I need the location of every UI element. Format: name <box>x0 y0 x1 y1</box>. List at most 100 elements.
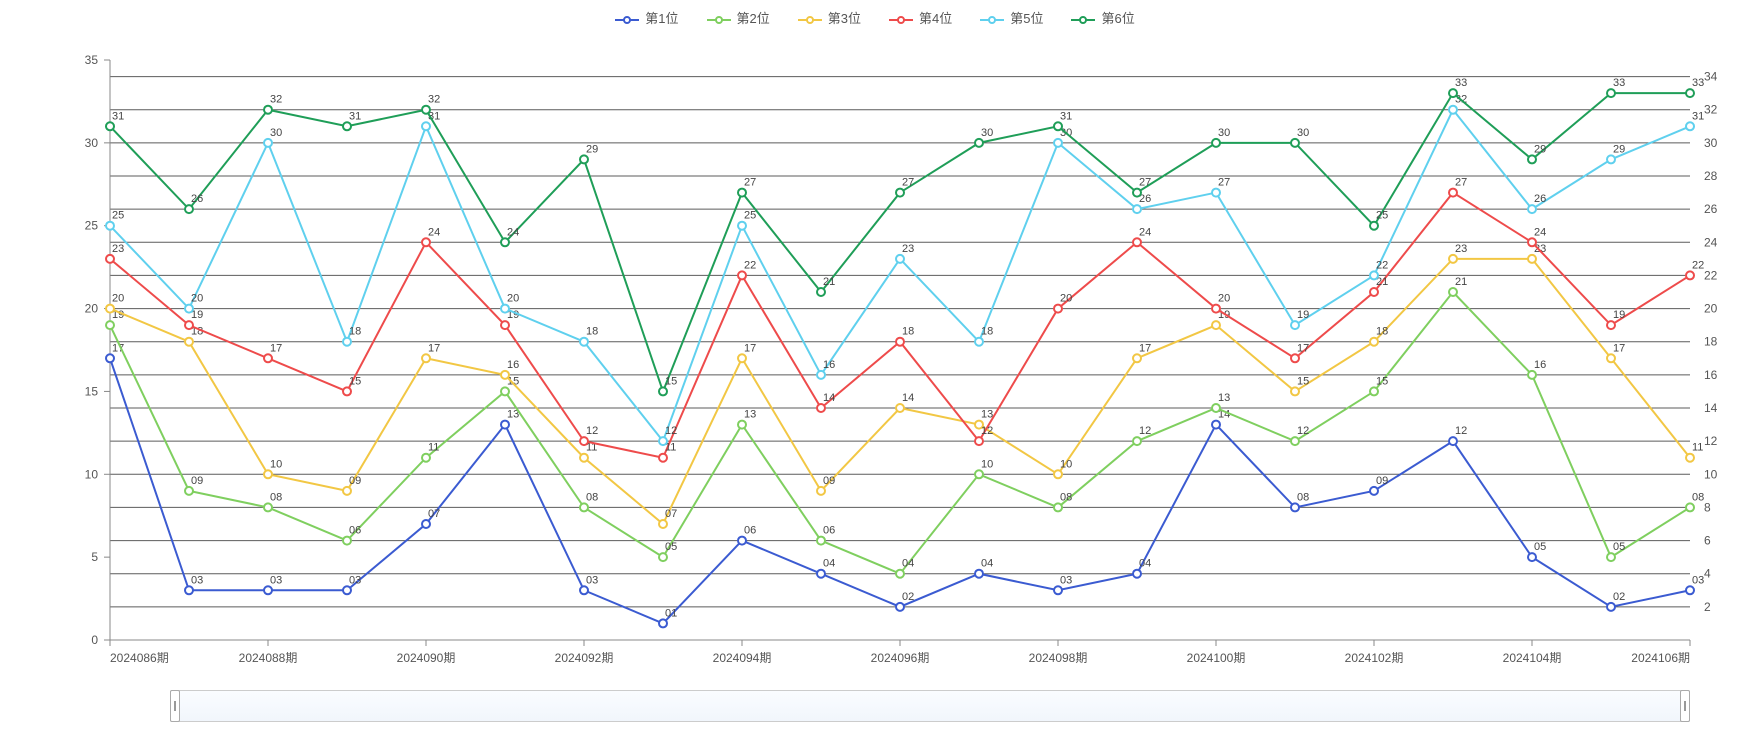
svg-text:23: 23 <box>1455 243 1467 255</box>
svg-text:24: 24 <box>1139 226 1151 238</box>
svg-text:22: 22 <box>1376 259 1388 271</box>
svg-text:30: 30 <box>270 127 282 139</box>
svg-text:34: 34 <box>1704 70 1718 84</box>
svg-text:04: 04 <box>902 558 914 570</box>
svg-text:09: 09 <box>349 475 361 487</box>
svg-text:27: 27 <box>744 177 756 189</box>
svg-text:03: 03 <box>1692 574 1704 586</box>
svg-text:10: 10 <box>85 467 99 481</box>
svg-text:16: 16 <box>1534 359 1546 371</box>
svg-text:04: 04 <box>1139 558 1151 570</box>
svg-text:8: 8 <box>1704 500 1711 514</box>
svg-text:31: 31 <box>1692 110 1704 122</box>
svg-text:03: 03 <box>586 574 598 586</box>
svg-text:18: 18 <box>1704 335 1718 349</box>
scrubber-handle-right[interactable] <box>1680 690 1690 722</box>
svg-text:22: 22 <box>1692 259 1704 271</box>
data-zoom-scrubber[interactable] <box>170 690 1690 722</box>
svg-text:10: 10 <box>1060 458 1072 470</box>
svg-text:25: 25 <box>744 210 756 222</box>
svg-text:07: 07 <box>665 508 677 520</box>
svg-text:32: 32 <box>270 94 282 106</box>
svg-text:07: 07 <box>428 508 440 520</box>
svg-text:29: 29 <box>586 143 598 155</box>
svg-text:02: 02 <box>902 591 914 603</box>
svg-text:17: 17 <box>270 342 282 354</box>
svg-text:08: 08 <box>1297 491 1309 503</box>
svg-text:27: 27 <box>1218 177 1230 189</box>
svg-text:2024104期: 2024104期 <box>1503 651 1562 665</box>
svg-text:03: 03 <box>191 574 203 586</box>
svg-text:09: 09 <box>1376 475 1388 487</box>
svg-text:21: 21 <box>1455 276 1467 288</box>
svg-text:10: 10 <box>981 458 993 470</box>
svg-text:30: 30 <box>85 136 99 150</box>
svg-text:06: 06 <box>823 525 835 537</box>
svg-text:30: 30 <box>1297 127 1309 139</box>
chart-container: 第1位第2位第3位第4位第5位第6位 246810121416182022242… <box>0 0 1750 750</box>
svg-text:15: 15 <box>349 375 361 387</box>
svg-text:26: 26 <box>1534 193 1546 205</box>
svg-text:2024106期: 2024106期 <box>1631 651 1690 665</box>
svg-text:22: 22 <box>1704 268 1718 282</box>
svg-text:04: 04 <box>823 558 835 570</box>
svg-text:12: 12 <box>1704 434 1718 448</box>
svg-text:15: 15 <box>1297 375 1309 387</box>
svg-text:05: 05 <box>1613 541 1625 553</box>
svg-text:06: 06 <box>744 525 756 537</box>
svg-text:16: 16 <box>1704 368 1718 382</box>
svg-text:17: 17 <box>1139 342 1151 354</box>
svg-text:16: 16 <box>507 359 519 371</box>
svg-text:24: 24 <box>507 226 519 238</box>
svg-text:25: 25 <box>85 219 99 233</box>
svg-text:30: 30 <box>981 127 993 139</box>
svg-text:12: 12 <box>586 425 598 437</box>
svg-text:29: 29 <box>1613 143 1625 155</box>
scrubber-handle-left[interactable] <box>170 690 180 722</box>
svg-text:32: 32 <box>428 94 440 106</box>
svg-text:14: 14 <box>823 392 835 404</box>
svg-text:18: 18 <box>981 326 993 338</box>
svg-text:30: 30 <box>1218 127 1230 139</box>
svg-text:02: 02 <box>1613 591 1625 603</box>
svg-text:2024090期: 2024090期 <box>397 651 456 665</box>
line-chart-svg: 2468101214161820222426283032340510152025… <box>0 0 1750 750</box>
svg-text:20: 20 <box>191 293 203 305</box>
svg-text:2024092期: 2024092期 <box>555 651 614 665</box>
svg-text:15: 15 <box>85 384 99 398</box>
svg-text:15: 15 <box>1376 375 1388 387</box>
svg-text:04: 04 <box>981 558 993 570</box>
svg-text:31: 31 <box>1060 110 1072 122</box>
svg-text:16: 16 <box>823 359 835 371</box>
svg-text:22: 22 <box>744 259 756 271</box>
svg-text:24: 24 <box>428 226 440 238</box>
svg-text:08: 08 <box>1692 491 1704 503</box>
svg-text:33: 33 <box>1692 77 1704 89</box>
svg-text:2024098期: 2024098期 <box>1029 651 1088 665</box>
svg-text:05: 05 <box>1534 541 1546 553</box>
svg-text:19: 19 <box>1297 309 1309 321</box>
svg-text:18: 18 <box>349 326 361 338</box>
svg-text:18: 18 <box>586 326 598 338</box>
svg-text:10: 10 <box>1704 467 1718 481</box>
svg-text:27: 27 <box>1139 177 1151 189</box>
svg-text:24: 24 <box>1704 235 1718 249</box>
svg-text:10: 10 <box>270 458 282 470</box>
svg-text:17: 17 <box>1613 342 1625 354</box>
svg-text:12: 12 <box>1297 425 1309 437</box>
svg-text:25: 25 <box>1376 210 1388 222</box>
svg-text:13: 13 <box>744 409 756 421</box>
svg-text:20: 20 <box>1060 293 1072 305</box>
svg-text:27: 27 <box>1455 177 1467 189</box>
svg-text:17: 17 <box>1297 342 1309 354</box>
svg-text:11: 11 <box>1692 442 1703 454</box>
svg-text:31: 31 <box>112 110 124 122</box>
svg-text:31: 31 <box>349 110 361 122</box>
svg-text:18: 18 <box>1376 326 1388 338</box>
svg-text:2024094期: 2024094期 <box>713 651 772 665</box>
svg-text:08: 08 <box>586 491 598 503</box>
svg-text:26: 26 <box>1704 202 1718 216</box>
svg-text:26: 26 <box>191 193 203 205</box>
svg-text:33: 33 <box>1613 77 1625 89</box>
svg-text:25: 25 <box>112 210 124 222</box>
